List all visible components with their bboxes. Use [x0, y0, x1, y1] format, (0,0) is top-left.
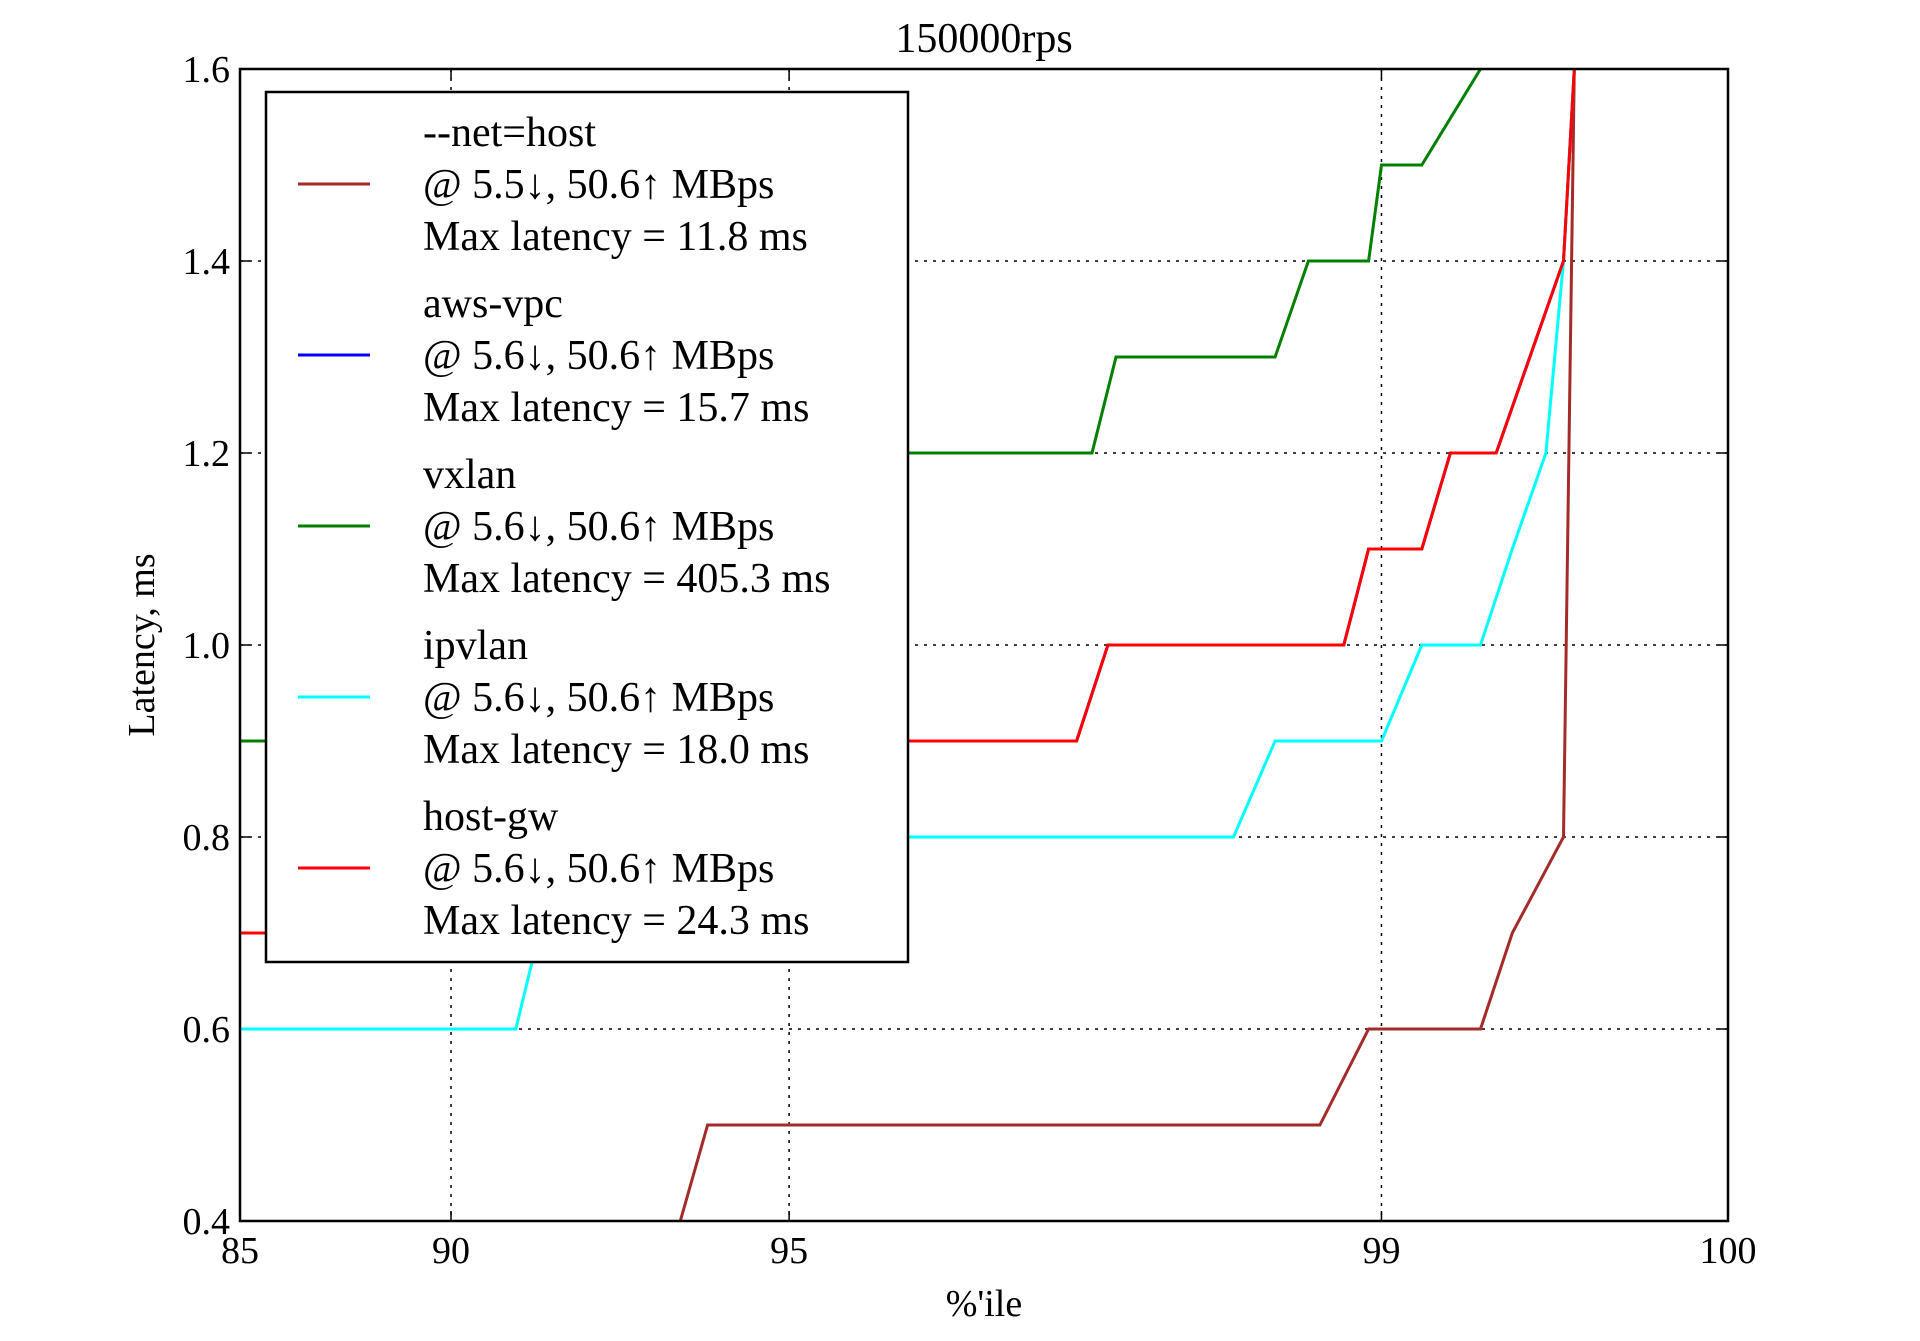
- legend-label: --net=host: [423, 110, 596, 156]
- y-tick-label: 1.4: [183, 241, 231, 283]
- legend-box: [264, 90, 910, 964]
- x-axis-label: %'ile: [946, 1283, 1022, 1325]
- legend-label: @ 5.6↓, 50.6↑ MBps: [423, 333, 774, 379]
- x-tick-label: 85: [221, 1230, 259, 1272]
- chart-title: 150000rps: [895, 16, 1072, 62]
- legend-label: @ 5.6↓, 50.6↑ MBps: [423, 504, 774, 550]
- x-tick-label: 90: [432, 1230, 470, 1272]
- x-tick-label: 99: [1362, 1230, 1400, 1272]
- legend-label: @ 5.6↓, 50.6↑ MBps: [423, 675, 774, 721]
- ticks: 85 90 95 99 100 0.4 0.6 0.8 1.0 1.2 1.4 1.6: [183, 49, 1757, 1272]
- legend-label: ipvlan: [423, 623, 528, 669]
- y-tick-label: 1.2: [183, 433, 231, 475]
- series-line-net-host: [678, 69, 1576, 1221]
- legend-label: Max latency = 405.3 ms: [423, 556, 830, 602]
- y-tick-label: 1.0: [183, 625, 231, 667]
- legend-label: aws-vpc: [423, 281, 563, 327]
- plot-frame: [238, 67, 1730, 1223]
- legend-label: Max latency = 15.7 ms: [423, 385, 809, 431]
- legend-label: Max latency = 18.0 ms: [423, 727, 809, 773]
- y-tick-label: 1.6: [183, 49, 231, 91]
- legend: --net=host @ 5.5↓, 50.6↑ MBps Max latency …: [264, 90, 910, 964]
- legend-label: vxlan: [423, 452, 516, 498]
- y-tick-label: 0.8: [183, 817, 231, 859]
- x-tick-label: 100: [1700, 1230, 1757, 1272]
- legend-label: Max latency = 11.8 ms: [423, 214, 808, 260]
- x-tick-label: 95: [770, 1230, 808, 1272]
- legend-label: host-gw: [423, 794, 559, 840]
- legend-label: @ 5.5↓, 50.6↑ MBps: [423, 162, 774, 208]
- y-axis-label: Latency, ms: [121, 553, 163, 736]
- y-tick-label: 0.4: [183, 1201, 231, 1243]
- legend-label: Max latency = 24.3 ms: [423, 898, 809, 944]
- legend-label: @ 5.6↓, 50.6↑ MBps: [423, 846, 774, 892]
- y-tick-label: 0.6: [183, 1009, 231, 1051]
